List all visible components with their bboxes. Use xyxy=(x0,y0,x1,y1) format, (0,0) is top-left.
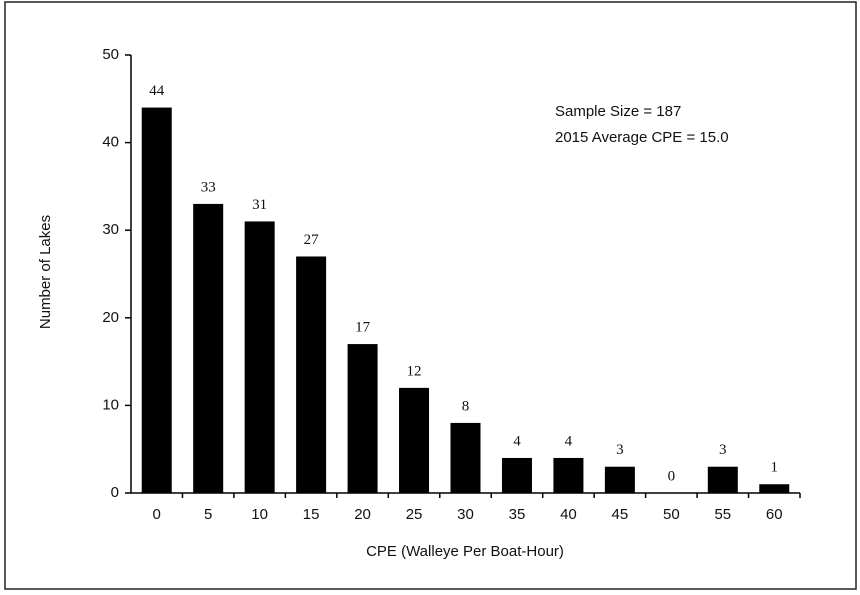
value-label: 4 xyxy=(565,433,573,449)
x-tick-label: 40 xyxy=(560,506,577,523)
y-tick-label: 0 xyxy=(111,484,119,501)
x-axis-title: CPE (Walleye Per Boat-Hour) xyxy=(366,543,564,560)
x-tick-label: 15 xyxy=(303,506,320,523)
bar xyxy=(244,221,275,493)
x-tick-label: 5 xyxy=(204,506,212,523)
bar xyxy=(141,107,172,493)
bar xyxy=(450,422,481,493)
y-axis-title: Number of Lakes xyxy=(37,215,54,329)
bar xyxy=(501,457,532,493)
bar xyxy=(759,484,790,493)
bar xyxy=(553,457,584,493)
bar xyxy=(347,344,378,493)
x-tick-label: 20 xyxy=(354,506,371,523)
x-tick-label: 30 xyxy=(457,506,474,523)
bar xyxy=(707,466,738,493)
x-tick-label: 45 xyxy=(612,506,629,523)
bar xyxy=(399,387,430,493)
value-label: 1 xyxy=(771,460,779,476)
annotation: Sample Size = 187 xyxy=(555,103,681,120)
annotation: 2015 Average CPE = 15.0 xyxy=(555,129,729,146)
x-tick-label: 50 xyxy=(663,506,680,523)
x-tick-label: 10 xyxy=(251,506,268,523)
value-label: 0 xyxy=(668,468,676,484)
y-tick-label: 10 xyxy=(102,396,119,413)
value-label: 17 xyxy=(355,320,371,336)
x-tick-label: 0 xyxy=(153,506,161,523)
value-label: 27 xyxy=(304,232,320,248)
y-tick-label: 40 xyxy=(102,134,119,151)
x-tick-label: 25 xyxy=(406,506,423,523)
bar xyxy=(296,256,327,493)
chart-frame xyxy=(4,1,857,590)
y-tick-label: 20 xyxy=(102,309,119,326)
value-label: 44 xyxy=(149,83,165,99)
x-tick-label: 35 xyxy=(509,506,526,523)
value-label: 4 xyxy=(513,433,521,449)
value-label: 3 xyxy=(616,442,624,458)
value-label: 8 xyxy=(462,398,470,414)
x-tick-label: 60 xyxy=(766,506,783,523)
y-tick-label: 30 xyxy=(102,221,119,238)
value-label: 33 xyxy=(201,179,216,195)
value-label: 31 xyxy=(252,197,267,213)
bar xyxy=(604,466,635,493)
x-tick-label: 55 xyxy=(714,506,731,523)
y-tick-label: 50 xyxy=(102,46,119,63)
value-label: 3 xyxy=(719,442,727,458)
bar xyxy=(193,203,224,494)
value-label: 12 xyxy=(407,363,422,379)
